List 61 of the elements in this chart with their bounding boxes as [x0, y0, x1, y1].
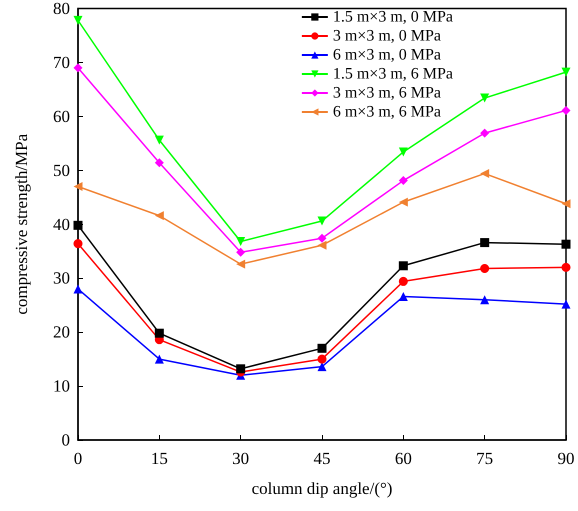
x-tick-label: 75: [476, 449, 494, 468]
point: [154, 354, 164, 364]
y-tick-label: 70: [53, 52, 70, 72]
legend-label: 3 m×3 m, 6 MPa: [332, 84, 441, 102]
y-tick-label: 80: [53, 0, 70, 18]
point: [398, 276, 408, 286]
point: [562, 199, 570, 208]
y-tick-label: 40: [53, 214, 70, 234]
point: [154, 136, 164, 145]
point: [236, 364, 246, 374]
legend-label: 6 m×3 m, 0 MPa: [332, 46, 441, 64]
point: [480, 238, 490, 248]
x-tick-label: 90: [558, 449, 574, 468]
x-axis-title: column dip angle/(°): [252, 479, 392, 498]
point: [480, 264, 490, 273]
point: [562, 300, 570, 309]
legend-label: 6 m×3 m, 6 MPa: [332, 104, 441, 120]
point: [398, 198, 408, 207]
point: [236, 237, 246, 246]
point: [318, 234, 326, 243]
point: [318, 240, 326, 250]
point: [562, 240, 570, 249]
point: [74, 182, 82, 191]
point: [398, 292, 408, 302]
y-axis-title: compressive strength/MPa: [12, 133, 31, 315]
point: [236, 260, 246, 269]
point: [398, 176, 408, 186]
point: [74, 63, 82, 72]
x-tick-label: 30: [232, 449, 250, 468]
point: [74, 239, 82, 248]
point: [318, 216, 326, 226]
x-tick-label: 0: [74, 449, 82, 468]
x-tick-label: 60: [394, 449, 412, 468]
legend-label: 1.5 m×3 m, 6 MPa: [332, 66, 453, 82]
point: [318, 354, 326, 364]
point: [154, 328, 164, 338]
point: [74, 284, 82, 294]
point: [562, 68, 570, 77]
point: [398, 261, 408, 270]
point: [480, 128, 490, 138]
x-tick-label: 15: [150, 449, 168, 468]
point: [154, 211, 164, 220]
point: [562, 106, 570, 115]
y-tick-label: 50: [53, 160, 70, 180]
y-tick-label: 20: [53, 322, 70, 342]
legend-label: 3 m×3 m, 0 MPa: [332, 28, 441, 44]
legend-label: 1.5 m×3 m, 0 MPa: [332, 8, 453, 26]
point: [398, 147, 408, 156]
point: [480, 94, 490, 103]
y-tick-label: 0: [62, 430, 70, 450]
point: [74, 16, 82, 25]
point: [318, 344, 326, 353]
x-tick-label: 45: [314, 449, 330, 468]
y-tick-label: 10: [53, 376, 70, 396]
point: [236, 248, 246, 257]
y-tick-label: 30: [53, 268, 70, 288]
point: [480, 169, 490, 178]
point: [154, 158, 164, 168]
y-tick-label: 60: [53, 106, 70, 126]
point: [562, 262, 570, 272]
point: [480, 295, 490, 304]
